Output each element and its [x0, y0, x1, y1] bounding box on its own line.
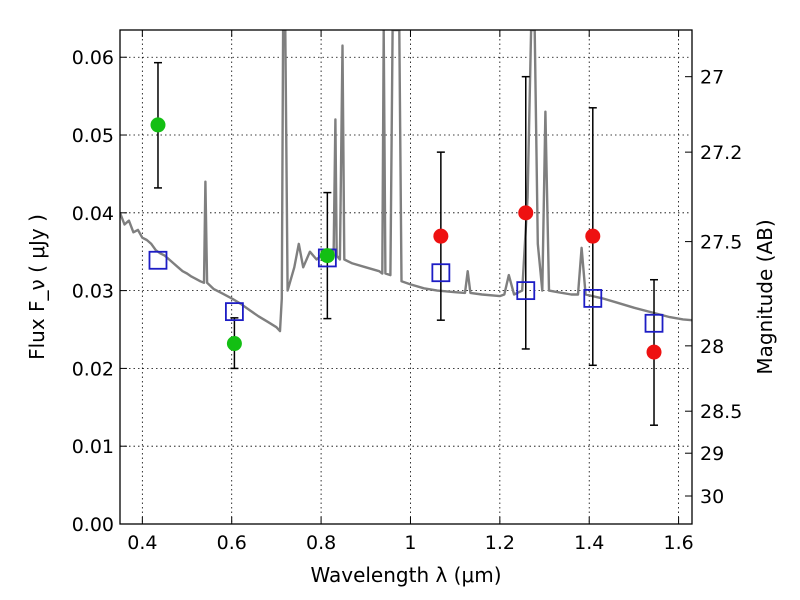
x-tick-label: 0.6: [217, 532, 247, 554]
right-tick-label: 27: [700, 67, 724, 89]
y-tick-label: 0.05: [72, 125, 114, 147]
y-tick-label: 0.06: [72, 47, 114, 69]
axis-ticks: 0.4 0.6 0.8 1 1.2 1.4 1.6 0.00 0.01 0.02 0.03 0.04 0…: [72, 30, 742, 554]
model-spectrum-line: [120, 30, 692, 333]
observed-point-red: [585, 228, 601, 244]
observed-photometry: [150, 117, 662, 360]
model-photometry-square: [516, 281, 536, 301]
y-tick-label: 0.00: [72, 514, 114, 536]
model-photometry-square: [644, 313, 664, 333]
observed-point-red: [433, 228, 449, 244]
grid: [120, 30, 692, 525]
observed-point-green: [150, 117, 166, 133]
error-bars: [153, 61, 659, 426]
observed-point-red: [518, 205, 534, 221]
x-tick-label: 0.8: [306, 532, 336, 554]
right-tick-label: 30: [700, 486, 724, 508]
right-tick-label: 27.2: [700, 142, 742, 164]
right-tick-label: 29: [700, 443, 724, 465]
model-photometry: [148, 248, 664, 333]
y-tick-label: 0.02: [72, 358, 114, 380]
x-tick-label: 1.6: [663, 532, 693, 554]
right-tick-label: 28: [700, 336, 724, 358]
model-photometry-square: [148, 250, 168, 270]
model-photometry-square: [224, 302, 244, 322]
x-tick-label: 0.4: [127, 532, 157, 554]
observed-point-green: [319, 248, 335, 264]
right-axis-label: Magnitude (AB): [753, 219, 777, 374]
model-photometry-square: [583, 288, 603, 308]
x-tick-label: 1.2: [485, 532, 515, 554]
x-tick-label: 1.4: [574, 532, 604, 554]
observed-point-green: [226, 336, 242, 352]
model-spectrum: [120, 30, 692, 333]
y-tick-label: 0.01: [72, 436, 114, 458]
x-axis-label: Wavelength λ (μm): [310, 563, 501, 587]
right-tick-label: 27.5: [700, 232, 742, 254]
plot-frame: [119, 29, 693, 525]
right-tick-label: 28.5: [700, 401, 742, 423]
observed-point-red: [646, 344, 662, 360]
model-photometry-square: [431, 263, 451, 283]
y-tick-label: 0.04: [72, 203, 114, 225]
y-tick-label: 0.03: [72, 281, 114, 303]
x-tick-label: 1: [404, 532, 416, 554]
y-axis-label: Flux F_ν ( μJy ): [25, 214, 49, 360]
